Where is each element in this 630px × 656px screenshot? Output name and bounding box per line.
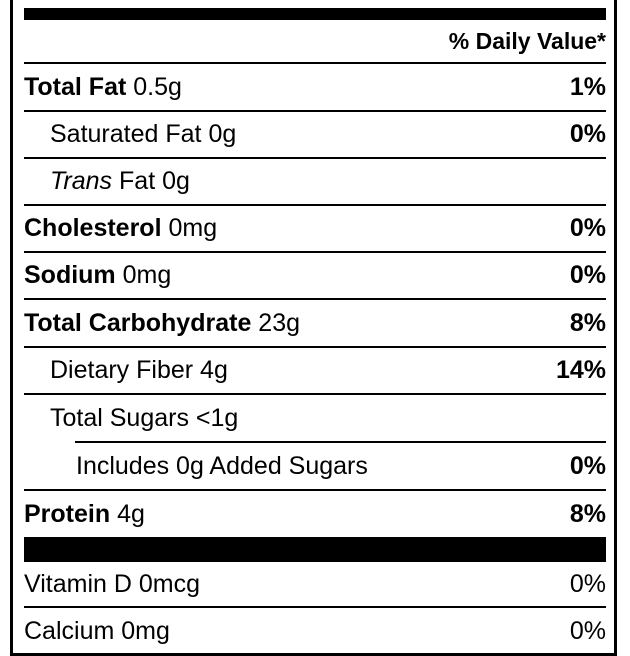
vitamin-amount: 0mcg <box>138 569 201 598</box>
nutrient-name: Protein <box>24 499 111 528</box>
nutrient-name: Total Carbohydrate <box>24 308 252 337</box>
nutrient-dv: 0% <box>569 214 606 242</box>
nutrient-dv: 0% <box>569 261 606 289</box>
row-added-sugars: Includes 0g Added Sugars 0% <box>24 443 606 491</box>
nutrient-amount: 0mg <box>122 261 172 289</box>
nutrient-name: Cholesterol <box>24 214 162 242</box>
nutrient-name: Includes 0g Added Sugars <box>76 451 368 480</box>
row-total-fat: Total Fat 0.5g 1% <box>24 64 606 112</box>
nutrient-dv: 1% <box>569 72 606 101</box>
nutrient-dv: 14% <box>555 356 606 384</box>
nutrient-dv: 0% <box>569 451 606 480</box>
nutrient-amount: 0mg <box>168 214 218 242</box>
row-total-sugars: Total Sugars <1g <box>24 395 606 442</box>
nutrient-dv: 8% <box>569 499 606 528</box>
nutrient-amount: 23g <box>258 308 301 337</box>
daily-value-label: % Daily Value* <box>448 27 606 54</box>
nutrient-name: Saturated Fat <box>50 120 202 148</box>
thick-divider-bar <box>24 537 606 562</box>
row-vitamin-d: Vitamin D 0mcg 0% <box>24 562 606 608</box>
row-total-carbohydrate: Total Carbohydrate 23g 8% <box>24 300 606 348</box>
row-cholesterol: Cholesterol 0mg 0% <box>24 206 606 253</box>
nutrient-dv: 8% <box>569 308 606 337</box>
nutrient-name: Sodium <box>24 261 116 289</box>
nutrient-amount: <1g <box>195 404 239 432</box>
nutrient-name: Total Fat <box>24 72 127 101</box>
nutrient-name-italic: Trans <box>50 167 113 195</box>
row-trans-fat: Trans Fat 0g <box>24 159 606 206</box>
vitamin-amount: 0mg <box>121 616 170 645</box>
daily-value-header: % Daily Value* <box>24 20 606 64</box>
nutrient-dv: 0% <box>569 120 606 148</box>
nutrient-amount: 0.5g <box>133 72 182 101</box>
divider <box>75 441 606 443</box>
row-sodium: Sodium 0mg 0% <box>24 253 606 300</box>
nutrient-amount: 0g <box>208 120 237 148</box>
vitamin-dv: 0% <box>569 569 606 598</box>
nutrient-name: Total Sugars <box>50 404 189 432</box>
nutrient-amount: 4g <box>200 356 228 384</box>
row-calcium: Calcium 0mg 0% <box>24 608 606 654</box>
row-saturated-fat: Saturated Fat 0g 0% <box>24 112 606 159</box>
top-thick-bar <box>24 8 606 20</box>
nutrient-name: Fat <box>119 167 156 195</box>
vitamin-name: Calcium <box>24 616 115 645</box>
row-protein: Protein 4g 8% <box>24 491 606 537</box>
vitamin-dv: 0% <box>569 616 606 645</box>
nutrient-name: Dietary Fiber <box>50 356 194 384</box>
vitamin-name: Vitamin D <box>24 569 132 598</box>
row-dietary-fiber: Dietary Fiber 4g 14% <box>24 348 606 395</box>
nutrient-amount: 4g <box>117 499 145 528</box>
nutrient-amount: 0g <box>162 167 190 195</box>
